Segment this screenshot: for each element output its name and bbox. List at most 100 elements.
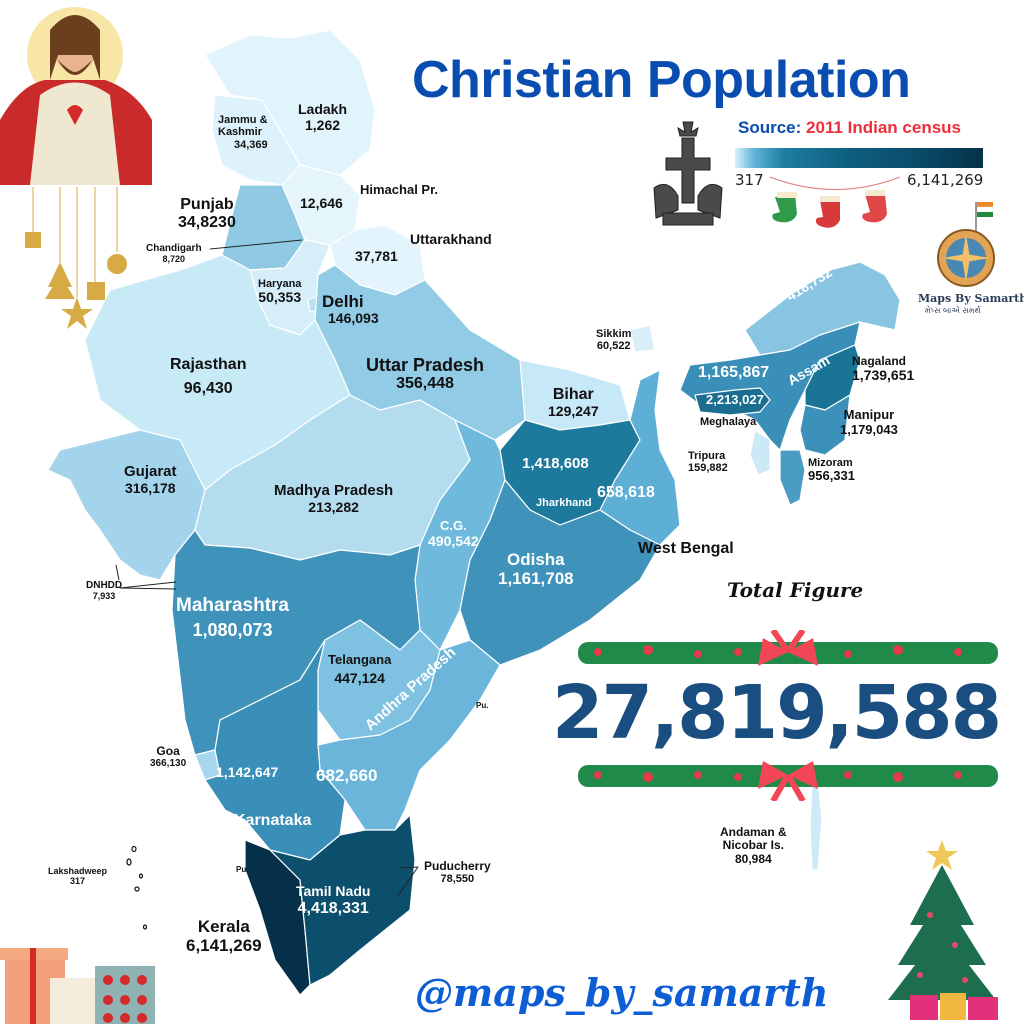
label-haryana: Haryana 50,353: [258, 278, 301, 306]
region-name: Andaman &: [720, 825, 787, 839]
label-mizoram: Mizoram 956,331: [808, 457, 855, 484]
region-value: 213,282: [308, 498, 359, 515]
region-name: DNHDD: [86, 580, 123, 591]
region-name: Puducherry: [424, 859, 491, 873]
region-mizoram[interactable]: [779, 449, 806, 506]
region-tamil-nadu[interactable]: [269, 814, 416, 986]
label-uttarakhand-value: 37,781: [355, 248, 398, 264]
label-andhra-pradesh-value: 682,660: [316, 766, 378, 785]
region-name: Sikkim: [596, 328, 632, 340]
region-meghalaya[interactable]: [694, 387, 771, 416]
label-himachal-value: 12,646: [300, 195, 343, 211]
region-name: Telangana: [328, 652, 392, 667]
region-name: Haryana: [258, 278, 302, 290]
region-value: 956,331: [808, 468, 855, 484]
region-odisha[interactable]: [459, 479, 661, 666]
label-kerala-pu-marker: Pu.: [236, 865, 249, 874]
region-value: 34,8230: [178, 213, 236, 231]
label-dnhdd: DNHDD 7,933: [86, 580, 122, 601]
legend-min-label: 317: [735, 171, 764, 189]
region-name: Odisha: [507, 550, 565, 569]
stockings-garland-icon: [765, 172, 905, 237]
label-jharkhand-value: 1,418,608: [522, 455, 589, 472]
christmas-tree-icon: [870, 835, 1015, 1024]
label-jammu-kashmir: Jammu & Kashmir 34,369: [218, 114, 268, 151]
region-lakshadweep[interactable]: [126, 845, 148, 930]
label-west-bengal-value: 658,618: [597, 484, 655, 501]
region-sikkim[interactable]: [629, 324, 656, 353]
label-uttar-pradesh: Uttar Pradesh 356,448: [366, 355, 484, 393]
label-assam-value: 1,165,867: [698, 364, 770, 381]
region-name: Nicobar Is.: [722, 838, 785, 853]
region-tripura[interactable]: [749, 429, 771, 476]
legend-max-label: 6,141,269: [907, 171, 984, 189]
region-value: 1,262: [304, 116, 341, 133]
region-manipur[interactable]: [799, 394, 851, 456]
region-name: Uttar Pradesh: [366, 355, 485, 375]
region-value: 146,093: [328, 310, 379, 327]
region-name: Tamil Nadu: [296, 883, 371, 899]
holly-garland-bottom-icon: [578, 757, 998, 803]
region-name: Rajasthan: [170, 356, 247, 373]
region-chhattisgarh[interactable]: [414, 419, 506, 651]
region-value: 78,550: [440, 873, 475, 886]
label-nagaland: Nagaland 1,739,651: [852, 354, 915, 384]
gift-boxes-icon: [0, 938, 155, 1024]
region-value: 6,141,269: [186, 936, 262, 956]
label-karnataka-name: Karnataka: [234, 812, 312, 829]
region-name: Mizoram: [808, 457, 853, 469]
cross-icon: [648, 118, 728, 228]
label-chhattisgarh: C.G. 490,542: [428, 518, 479, 549]
region-name: Kashmir: [218, 126, 263, 139]
brand-name: Maps By Samarth: [918, 292, 1024, 305]
region-west-bengal[interactable]: [599, 369, 681, 546]
region-value: 490,542: [428, 532, 479, 549]
region-value: 356,448: [396, 375, 454, 393]
label-karnataka-value: 1,142,647: [216, 764, 279, 780]
source-line: Source: 2011 Indian census: [738, 118, 961, 138]
label-gujarat: Gujarat 316,178: [124, 463, 177, 496]
label-punjab: Punjab 34,8230: [178, 196, 236, 232]
total-value: 27,819,588: [552, 670, 1002, 756]
region-value: 129,247: [548, 402, 599, 419]
label-bihar: Bihar 129,247: [548, 386, 599, 420]
region-name: Lakshadweep: [48, 866, 108, 876]
label-tripura: Tripura 159,882: [688, 450, 728, 475]
holly-garland-top-icon: [578, 628, 998, 674]
compass-logo-icon: [930, 198, 1002, 290]
label-lakshadweep: Lakshadweep 317: [48, 866, 107, 886]
region-name: Manipur: [843, 407, 895, 422]
region-value: 7,933: [92, 591, 116, 602]
hanging-ornaments-icon: [15, 187, 135, 332]
region-name: Madhya Pradesh: [274, 482, 394, 499]
label-meghalaya-name: Meghalaya: [700, 416, 757, 428]
region-value: 34,369: [234, 138, 268, 151]
total-caption: Total Figure: [727, 578, 864, 602]
label-rajasthan: Rajasthan 96,430: [170, 356, 246, 398]
label-andhra-pu-marker: Pu.: [476, 701, 489, 710]
region-value: 96,430: [183, 379, 233, 397]
region-name: Jammu &: [218, 114, 268, 126]
region-value: 50,353: [258, 289, 302, 306]
region-gujarat[interactable]: [47, 429, 206, 581]
social-handle: @maps_by_samarth: [415, 970, 829, 1015]
chandigarh-pointer: [209, 239, 303, 250]
region-name: Punjab: [180, 196, 234, 213]
region-value: 1,080,073: [192, 620, 273, 641]
puducherry-pointer-1: [399, 866, 419, 869]
region-value: 1,739,651: [852, 367, 915, 384]
puducherry-pointer-2: [396, 866, 419, 898]
region-value: 317: [70, 876, 86, 887]
source-value: 2011 Indian census: [806, 118, 961, 137]
dnhdd-pointer-1: [119, 581, 177, 589]
region-value: 1,161,708: [498, 569, 574, 589]
region-name: Delhi: [322, 292, 364, 311]
dnhdd-pointer-2: [119, 587, 177, 590]
region-name: Nagaland: [852, 354, 907, 368]
region-value: 80,984: [734, 851, 772, 866]
region-value: 447,124: [334, 669, 385, 686]
label-manipur: Manipur 1,179,043: [840, 407, 898, 437]
region-karnataka[interactable]: [204, 639, 346, 861]
label-andaman: Andaman & Nicobar Is. 80,984: [720, 825, 787, 866]
region-value: 1,179,043: [840, 421, 898, 437]
